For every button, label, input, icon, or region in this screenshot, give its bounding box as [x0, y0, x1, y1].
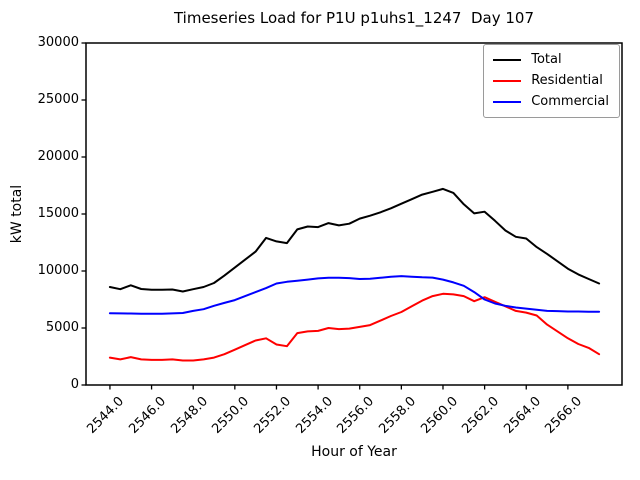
- legend: Total Residential Commercial: [483, 44, 620, 118]
- series-line-total: [108, 187, 601, 293]
- legend-line-commercial-icon: [493, 101, 522, 103]
- legend-item-total: Total: [493, 52, 609, 68]
- y-tick-label: 20000: [37, 149, 79, 164]
- chart-title: Timeseries Load for P1U p1uhs1_1247 Day …: [173, 9, 535, 27]
- y-tick-label: 25000: [37, 92, 79, 107]
- y-tick-label: 5000: [45, 320, 79, 335]
- series-line-residential: [108, 292, 601, 362]
- legend-item-commercial: Commercial: [493, 94, 609, 110]
- y-tick-label: 10000: [37, 263, 79, 278]
- y-tick-label: 15000: [37, 206, 79, 221]
- legend-label-commercial: Commercial: [531, 94, 609, 109]
- legend-item-residential: Residential: [493, 73, 609, 89]
- legend-label-total: Total: [531, 52, 562, 67]
- series-line-commercial: [108, 275, 601, 315]
- legend-line-residential-icon: [493, 80, 522, 82]
- legend-label-residential: Residential: [531, 73, 603, 88]
- legend-line-total-icon: [493, 59, 522, 61]
- y-tick-label: 0: [70, 377, 79, 392]
- y-tick-label: 30000: [37, 35, 79, 50]
- x-axis-label: Hour of Year: [311, 444, 397, 460]
